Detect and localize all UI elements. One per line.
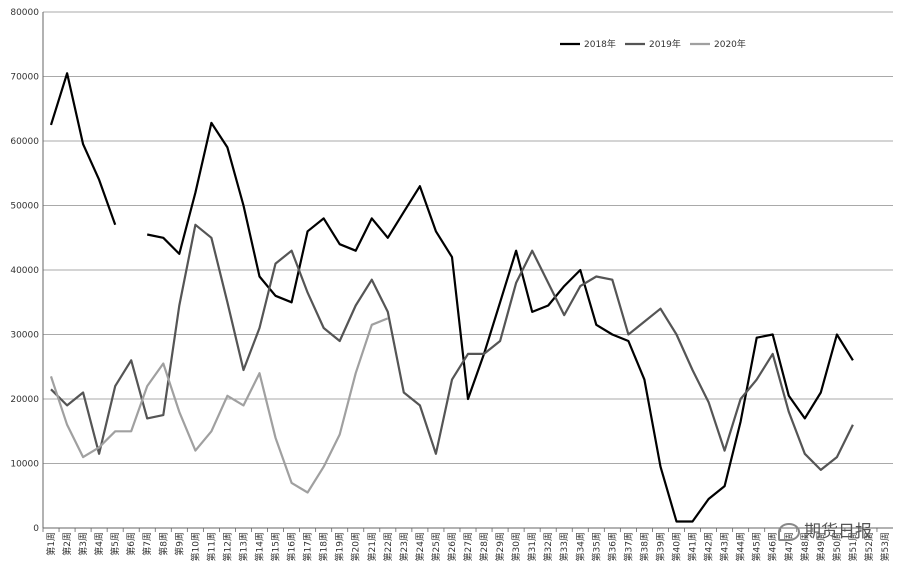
x-tick-label: 第35周: [590, 532, 602, 561]
x-tick-label: 第4周: [93, 532, 105, 556]
series-line: [50, 223, 854, 471]
x-tick-label: 第8周: [157, 532, 169, 556]
x-tick-label: 第32周: [542, 532, 554, 561]
legend-label: 2020年: [714, 38, 746, 50]
y-axis: 0 10000 20000 30000 40000 50000 60000 70000 8000…: [10, 8, 44, 534]
x-axis: 第1周 第2周 第3周 第4周 第5周 第6周 第7周 第8周 第9周 第10周 第11周 第12周第…: [42, 527, 893, 561]
x-tick-label: 第1周: [45, 532, 57, 556]
y-tick-label: 0: [33, 524, 39, 534]
legend-label: 2019年: [649, 38, 681, 50]
y-tick-label: 10000: [10, 460, 39, 470]
series-line: [49, 317, 389, 494]
legend: 2018年 2019年 2020年: [560, 38, 746, 50]
x-tick-label: 第49周: [815, 532, 827, 561]
x-tick-label: 第14周: [254, 532, 266, 561]
x-tick-label: 第46周: [767, 532, 779, 561]
x-tick-label: 第48周: [799, 532, 811, 561]
x-tick-label: 第25周: [430, 532, 442, 561]
x-tick-label: 第41周: [687, 532, 699, 561]
series-line: [49, 72, 854, 523]
x-tick-label: 第24周: [414, 532, 426, 561]
y-tick-label: 60000: [10, 137, 39, 147]
x-tick-label: 第33周: [558, 532, 570, 561]
x-tick-label: 第36周: [606, 532, 618, 561]
x-tick-label: 第44周: [735, 532, 747, 561]
x-tick-label: 第18周: [318, 532, 330, 561]
x-tick-label: 第5周: [109, 532, 121, 556]
x-tick-label: 第13周: [237, 532, 249, 561]
y-tick-label: 20000: [10, 395, 39, 405]
x-tick-label: 第21周: [366, 532, 378, 561]
x-tick-label: 第7周: [141, 532, 153, 556]
series-lines: [49, 72, 854, 523]
watermark: 期货日报: [778, 517, 872, 542]
x-tick-label: 第30周: [510, 532, 522, 561]
x-tick-label: 第23周: [398, 532, 410, 561]
y-tick-label: 30000: [10, 331, 39, 341]
x-tick-label: 第42周: [703, 532, 715, 561]
x-tick-label: 第11周: [205, 532, 217, 561]
x-tick-label: 第20周: [350, 532, 362, 561]
x-tick-label: 第17周: [302, 532, 314, 561]
x-tick-label: 第9周: [173, 532, 185, 556]
gridlines: [43, 11, 893, 464]
x-tick-label: 第3周: [77, 532, 89, 556]
x-tick-label: 第27周: [462, 532, 474, 561]
y-tick-label: 50000: [10, 202, 39, 212]
x-tick-label: 第26周: [446, 532, 458, 561]
x-tick-label: 第29周: [494, 532, 506, 561]
legend-label: 2018年: [584, 38, 616, 50]
x-tick-label: 第12周: [221, 532, 233, 561]
y-tick-label: 80000: [10, 8, 39, 18]
chat-bubble-icon: [778, 523, 800, 541]
x-tick-label: 第6周: [125, 532, 137, 556]
x-tick-label: 第52周: [863, 532, 875, 561]
x-tick-label: 第34周: [574, 532, 586, 561]
x-tick-label: 第31周: [526, 532, 538, 561]
x-tick-label: 第50周: [831, 532, 843, 561]
y-tick-label: 40000: [10, 266, 39, 276]
x-tick-label: 第10周: [189, 532, 201, 561]
x-tick-label: 第22周: [382, 532, 394, 561]
x-tick-label: 第37周: [622, 532, 634, 561]
x-tick-label: 第16周: [286, 532, 298, 561]
x-tick-label: 第40周: [670, 532, 682, 561]
x-tick-label: 第15周: [270, 532, 282, 561]
x-tick-label: 第2周: [61, 532, 73, 556]
x-tick-label: 第19周: [334, 532, 346, 561]
x-tick-label: 第28周: [478, 532, 490, 561]
x-tick-label: 第39周: [654, 532, 666, 561]
x-tick-label: 第45周: [751, 532, 763, 561]
x-tick-label: 第38周: [638, 532, 650, 561]
x-tick-label: 第51周: [847, 532, 859, 561]
watermark-text: 期货日报: [804, 522, 872, 542]
x-tick-label: 第53周: [879, 532, 891, 561]
x-tick-label: 第43周: [719, 532, 731, 561]
y-tick-label: 70000: [10, 73, 39, 83]
